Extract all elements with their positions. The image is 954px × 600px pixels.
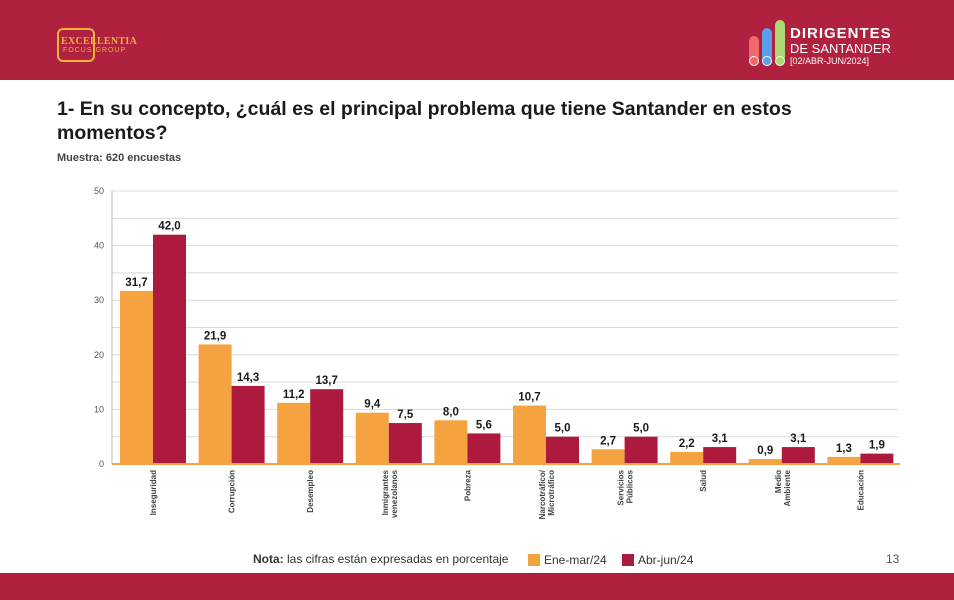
note: Nota: las cifras están expresadas en por… bbox=[253, 552, 508, 566]
data-label: 5,0 bbox=[555, 423, 571, 435]
pill-blue-icon bbox=[762, 28, 772, 62]
bar-series2 bbox=[546, 436, 579, 464]
bar-series2 bbox=[860, 453, 894, 464]
x-tick-label: MedioAmbiente bbox=[774, 469, 792, 506]
bar-series1 bbox=[198, 344, 232, 464]
data-label: 14,3 bbox=[237, 372, 259, 384]
x-tick-label: Corrupción bbox=[228, 470, 237, 513]
data-label: 42,0 bbox=[158, 221, 180, 233]
x-tick-label: Narcotráfico/Microtráfico bbox=[538, 469, 556, 519]
x-tick-label-line: Educación bbox=[856, 470, 865, 511]
bar-series1 bbox=[355, 412, 389, 464]
y-tick-label: 20 bbox=[94, 350, 104, 360]
bar-series2 bbox=[624, 436, 658, 464]
bar-series1 bbox=[670, 451, 704, 464]
footer-bar bbox=[0, 573, 954, 600]
header-bar: EXCELLENTIA FOCUS GROUP DIRIGENTES DE SA… bbox=[0, 0, 954, 80]
logo-line1: EXCELLENTIA bbox=[61, 36, 138, 47]
data-label: 2,7 bbox=[600, 435, 616, 447]
data-label: 8,0 bbox=[443, 406, 459, 418]
legend-swatch-series1 bbox=[528, 554, 540, 566]
legend-label-series2: Abr-jun/24 bbox=[638, 553, 694, 567]
page-number: 13 bbox=[886, 552, 900, 566]
x-tick-label-line: Públicos bbox=[626, 469, 635, 503]
sample-size: Muestra: 620 encuestas bbox=[57, 152, 182, 164]
bar-series1 bbox=[434, 420, 468, 464]
note-label: Nota: bbox=[253, 552, 284, 566]
dot-blue-icon bbox=[762, 56, 772, 66]
bar-series2 bbox=[388, 423, 422, 464]
x-tick-label-line: Inmigrantes bbox=[381, 469, 390, 515]
bar-chart: 0 10 20 30 40 50 31,7 42,0 Inseguridad 21,9 14,3 Co… bbox=[94, 186, 900, 519]
x-tick-label-line: Servicios bbox=[617, 469, 626, 505]
data-label: 7,5 bbox=[397, 409, 414, 421]
bar-series2 bbox=[153, 234, 186, 464]
bar-series1 bbox=[513, 405, 546, 464]
logo-line2: FOCUS GROUP bbox=[63, 47, 127, 54]
y-tick-label: 10 bbox=[94, 404, 104, 414]
data-label: 21,9 bbox=[204, 330, 226, 342]
bar-series1 bbox=[591, 449, 625, 464]
data-label: 3,1 bbox=[712, 433, 729, 445]
bar-series1 bbox=[827, 456, 861, 464]
legend-item-series1: Ene-mar/24 bbox=[528, 553, 607, 567]
x-tick-label-line: Medio bbox=[774, 470, 783, 493]
question-title: 1- En su concepto, ¿cuál es el principal… bbox=[57, 98, 792, 144]
logo-title: DIRIGENTES bbox=[790, 25, 892, 42]
data-label: 13,7 bbox=[316, 375, 338, 387]
logo-date: [02/ABR-JUN/2024] bbox=[790, 56, 870, 66]
bar-series2 bbox=[703, 447, 737, 464]
y-tick-label: 50 bbox=[94, 186, 104, 196]
y-tick-label: 40 bbox=[94, 241, 104, 251]
logo-subtitle: DE SANTANDER bbox=[790, 41, 891, 56]
data-label: 3,1 bbox=[790, 433, 807, 445]
data-label: 10,7 bbox=[518, 392, 540, 404]
bar-series2 bbox=[467, 433, 501, 464]
x-tick-label-line: Pobreza bbox=[463, 469, 472, 501]
x-tick-label-line: Desempleo bbox=[306, 470, 315, 513]
x-tick-label: Salud bbox=[699, 470, 708, 492]
x-tick-label-line: Inseguridad bbox=[149, 470, 158, 515]
note-text: las cifras están expresadas en porcentaj… bbox=[283, 552, 509, 566]
x-tick-label: Inmigrantesvenezolanos bbox=[381, 469, 399, 518]
pill-red-icon bbox=[749, 36, 759, 62]
data-label: 5,6 bbox=[476, 419, 492, 431]
x-tick-label: Inseguridad bbox=[149, 470, 158, 515]
dirigentes-logo: DIRIGENTES DE SANTANDER [02/ABR-JUN/2024… bbox=[746, 20, 916, 70]
excellentia-logo: EXCELLENTIA FOCUS GROUP bbox=[57, 28, 137, 66]
legend-label-series1: Ene-mar/24 bbox=[544, 553, 607, 567]
data-label: 1,3 bbox=[836, 443, 852, 455]
y-tick-label: 30 bbox=[94, 295, 104, 305]
x-tick-label: Pobreza bbox=[463, 469, 472, 501]
x-tick-label: Desempleo bbox=[306, 470, 315, 513]
bar-series1 bbox=[748, 459, 782, 464]
logo-frame-icon bbox=[57, 28, 95, 62]
data-label: 2,2 bbox=[679, 438, 695, 450]
x-tick-label-line: Salud bbox=[699, 470, 708, 492]
data-label: 11,2 bbox=[283, 389, 305, 401]
bar-series1 bbox=[120, 290, 153, 464]
data-label: 31,7 bbox=[125, 277, 147, 289]
legend-swatch-series2 bbox=[622, 554, 634, 566]
y-tick-label: 0 bbox=[99, 459, 104, 469]
bar-series2 bbox=[231, 385, 265, 464]
legend-item-series2: Abr-jun/24 bbox=[622, 553, 693, 567]
data-label: 0,9 bbox=[757, 445, 773, 457]
x-tick-label: ServiciosPúblicos bbox=[617, 469, 635, 505]
data-label: 9,4 bbox=[364, 399, 381, 411]
data-label: 1,9 bbox=[869, 440, 885, 452]
bar-series2 bbox=[781, 447, 815, 464]
dot-green-icon bbox=[775, 56, 785, 66]
x-tick-label-line: Ambiente bbox=[783, 469, 792, 506]
bar-series1 bbox=[277, 402, 311, 464]
dot-red-icon bbox=[749, 56, 759, 66]
x-tick-label-line: Microtráfico bbox=[547, 470, 556, 516]
x-tick-label: Educación bbox=[856, 470, 865, 511]
x-tick-label-line: venezolanos bbox=[390, 469, 399, 518]
pill-green-icon bbox=[775, 20, 785, 62]
data-label: 5,0 bbox=[633, 423, 649, 435]
x-tick-label-line: Corrupción bbox=[228, 470, 237, 513]
x-tick-label-line: Narcotráfico/ bbox=[538, 469, 547, 519]
bar-series2 bbox=[310, 389, 344, 464]
